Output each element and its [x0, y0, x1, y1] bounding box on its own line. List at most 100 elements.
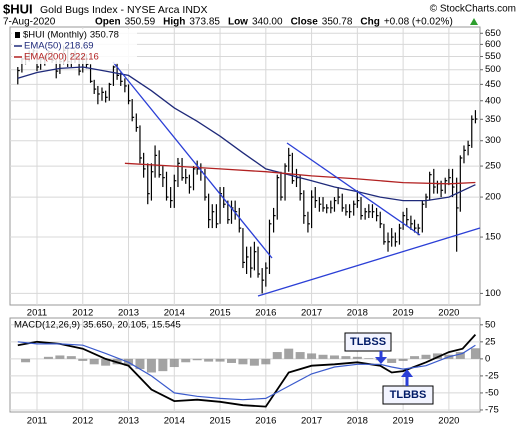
histogram-bar: [158, 358, 168, 372]
histogram-bar: [146, 358, 156, 373]
plot-layer: 1001502002503003504004505005506006502011…: [10, 27, 501, 427]
x-tick-label: 2020: [438, 416, 459, 427]
x-tick-label: 2015: [209, 416, 230, 427]
annotation-tlbss: TLBSS: [344, 332, 392, 364]
histogram-bar: [226, 358, 236, 363]
y-tick-label: 500: [485, 64, 501, 75]
x-tick-label: 2011: [27, 416, 47, 427]
x-tick-label: 2014: [164, 416, 185, 427]
ema-line: [124, 162, 476, 185]
stat-value: 350.78: [322, 17, 353, 28]
histogram-bar: [78, 358, 88, 361]
up-arrow: [470, 18, 478, 25]
stat-value: 350.59: [125, 17, 156, 28]
x-tick-label: 2017: [301, 308, 322, 319]
y-tick-label: 50: [485, 319, 496, 330]
histogram-bar: [89, 358, 99, 365]
legend-value: 222.16: [70, 52, 99, 63]
arrow-head: [375, 357, 387, 364]
macd-label: MACD(12,26,9): [14, 320, 80, 331]
histogram-bar: [215, 358, 225, 362]
y-tick-label: 0: [485, 353, 490, 364]
y-tick-label: -25: [485, 370, 499, 381]
x-tick-label: 2018: [347, 416, 368, 427]
stat-label: Close: [291, 17, 319, 28]
y-tick-label: -50: [485, 387, 499, 398]
histogram-bar: [249, 358, 259, 366]
histogram-bar: [204, 358, 214, 362]
x-tick-label: 2019: [393, 416, 414, 427]
ema-line: [17, 66, 476, 202]
index-name: Gold Bugs Index - NYSE Arca INDX: [40, 4, 208, 16]
annotation: TLBBS: [390, 389, 427, 401]
x-tick-label: 2019: [393, 308, 414, 319]
x-tick-label: 2013: [118, 308, 139, 319]
histogram-bar: [238, 358, 248, 365]
histogram-bar: [410, 356, 420, 359]
histogram-bar: [169, 358, 179, 368]
histogram-bar: [272, 352, 282, 359]
legend-label: EMA(50): [24, 41, 61, 52]
legend-bg: [12, 29, 137, 64]
y-tick-label: 350: [485, 114, 501, 125]
x-tick-label: 2016: [255, 308, 276, 319]
legend-label: EMA(200): [24, 52, 67, 63]
histogram-bar: [421, 354, 431, 359]
annotation-tlbbs: TLBBS: [382, 369, 434, 405]
histogram-bar: [387, 358, 397, 363]
histogram-bar: [295, 352, 305, 359]
histogram-bar: [398, 358, 408, 361]
annotation-box: [344, 332, 392, 352]
legend: $HUI (Monthly) 350.78 EMA(50) 218.69EMA(200…: [12, 29, 181, 331]
x-tick-label: 2018: [347, 308, 368, 319]
x-tick-label: 2012: [72, 416, 93, 427]
y-tick-label: -75: [485, 404, 499, 415]
histogram-bar: [341, 356, 351, 359]
y-tick-label: 650: [485, 28, 501, 39]
y-tick-label: 300: [485, 135, 501, 146]
y-tick-label: 25: [485, 336, 496, 347]
histogram-bar: [284, 348, 294, 359]
histogram-bar: [192, 358, 202, 361]
y-tick-label: 100: [485, 288, 501, 299]
stats: Open 350.59 High 373.85 Low 340.00 Close 350.78…: [95, 17, 453, 28]
stat-value: +0.08 (+0.02%): [384, 17, 453, 28]
histogram-bar: [261, 358, 271, 365]
legend-value: 350.78: [90, 30, 119, 41]
macd-readout: 35.650, 20.105, 15.545: [83, 320, 181, 331]
x-tick-label: 2013: [118, 416, 139, 427]
stat-label: Open: [95, 17, 121, 28]
x-tick-label: 2015: [209, 308, 230, 319]
x-tick-label: 2012: [72, 308, 93, 319]
y-tick-label: 250: [485, 161, 501, 172]
histogram-bar: [21, 358, 31, 363]
x-tick-label: 2011: [27, 308, 47, 319]
date: 7-Aug-2020: [3, 17, 56, 28]
legend-swatch: [15, 32, 20, 38]
histogram-bar: [135, 358, 145, 370]
y-tick-label: 600: [485, 39, 501, 50]
arrow-head: [401, 369, 413, 377]
stat-label: High: [163, 17, 185, 28]
histogram-bar: [307, 353, 317, 359]
x-tick-label: 2017: [301, 416, 322, 427]
y-tick-label: 400: [485, 95, 501, 106]
annotation: TLBSS: [350, 336, 386, 348]
y-tick-label: 150: [485, 232, 501, 243]
legend-value: 218.69: [64, 41, 93, 52]
histogram-bar: [55, 355, 65, 359]
trendlines: [112, 61, 481, 297]
histogram-bar: [181, 358, 191, 363]
stat-value: 340.00: [252, 17, 283, 28]
stat-value: 373.85: [189, 17, 220, 28]
stat-label: Low: [228, 17, 248, 28]
stat-label: Chg: [360, 17, 379, 28]
trendline: [112, 61, 273, 259]
histogram-bar: [43, 356, 53, 359]
trendline: [286, 142, 421, 236]
histogram-bar: [329, 355, 339, 359]
histogram-bar: [66, 356, 76, 359]
legend-label: $HUI (Monthly): [23, 30, 87, 41]
